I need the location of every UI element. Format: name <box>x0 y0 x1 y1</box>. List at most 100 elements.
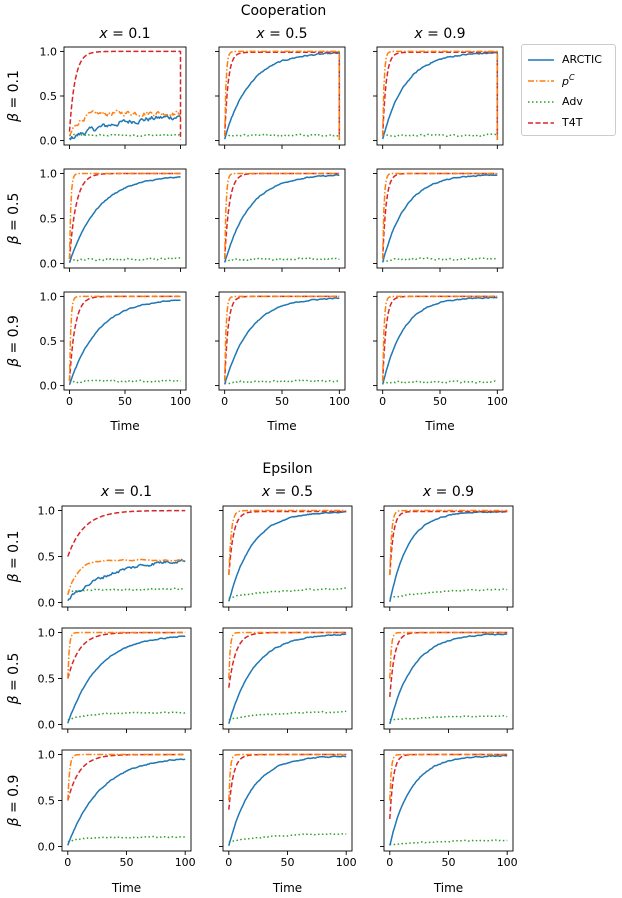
legend-line-adv <box>528 100 554 103</box>
series-line-adv <box>389 839 508 846</box>
series-line-arctic <box>389 633 508 725</box>
series-line-t4t <box>223 172 340 260</box>
panel-r1-c2 <box>215 46 346 149</box>
series-line-pc <box>68 109 181 137</box>
series-line-t4t <box>68 50 182 140</box>
x-tick-label: 100 <box>329 395 350 408</box>
series-line-adv <box>67 835 186 843</box>
axes-frame <box>376 291 504 391</box>
series-line-arctic <box>67 758 186 846</box>
series-line-t4t <box>223 51 341 140</box>
series-line-adv <box>228 832 347 844</box>
series-line-adv <box>228 710 347 721</box>
series-line-pc <box>68 295 181 382</box>
axes-frame <box>61 627 192 730</box>
legend-label-pc-sup: C <box>568 73 575 82</box>
series-line-arctic <box>68 115 181 141</box>
series-line-t4t <box>68 172 181 260</box>
figure-cooperation: Cooperation x = 0.1 x = 0.5 x = 0.9 β = 0.1 β… <box>6 3 508 433</box>
y-tick-label: 0.0 <box>38 596 56 609</box>
panel-r2-c3 <box>380 627 514 733</box>
panel-r3-c2: 0 50 100 Time <box>215 291 350 433</box>
x-axis-label: Time <box>272 881 302 895</box>
series-line-t4t <box>389 753 508 819</box>
x-tick-label: 0 <box>379 395 386 408</box>
series-line-t4t <box>67 753 186 801</box>
panel-r3-c3: 0 50 100 Time <box>380 749 518 895</box>
series-line-arctic <box>381 174 498 263</box>
series-line-pc <box>67 631 186 679</box>
panel-r2-c1: 0.0 0.5 1.0 <box>40 167 187 272</box>
y-tick-label: 0.5 <box>40 90 58 103</box>
x-tick-label: 100 <box>487 395 508 408</box>
series-line-adv <box>69 257 181 262</box>
series-line-adv <box>228 587 347 599</box>
y-tick-label: 1.0 <box>38 749 56 762</box>
row-label: β = 0.1 <box>6 531 22 584</box>
row-label: β = 0.5 <box>6 653 22 706</box>
axes-frame <box>61 505 192 608</box>
axes-frame <box>63 168 187 269</box>
panel-r3-c3: 0 50 100 Time <box>373 291 508 433</box>
axes-frame <box>63 291 187 391</box>
figure-epsilon: Epsilon x = 0.1 x = 0.5 x = 0.9 β = 0.1 β = 0… <box>6 461 518 895</box>
series-line-t4t <box>223 295 340 382</box>
series-line-arctic <box>381 51 499 140</box>
series-line-pc <box>389 509 508 575</box>
series-line-pc <box>228 631 347 679</box>
series-line-adv <box>67 711 186 721</box>
panel-r2-c1: 0.0 0.5 1.0 <box>38 627 192 733</box>
panel-r3-c1: 0.0 0.5 1.0 0 50 100 Time <box>40 290 192 433</box>
x-tick-label: 50 <box>118 395 132 408</box>
series-line-arctic <box>67 558 186 602</box>
x-tick-label: 50 <box>281 856 295 869</box>
y-tick-label: 0.0 <box>40 135 58 148</box>
series-line-pc <box>223 50 341 140</box>
series-line-pc <box>389 753 508 801</box>
series-line-pc <box>223 172 340 260</box>
series-line-pc <box>228 753 347 801</box>
series-line-arctic <box>228 510 347 602</box>
series-line-pc <box>228 509 347 575</box>
row-label: β = 0.9 <box>6 775 22 828</box>
axes-frame <box>383 749 514 852</box>
legend-label-arctic: ARCTIC <box>562 53 602 66</box>
series-line-pc <box>67 753 186 801</box>
series-line-adv <box>67 587 186 593</box>
series-line-t4t <box>381 51 499 140</box>
series-line-t4t <box>389 510 508 575</box>
series-line-t4t <box>389 631 508 697</box>
column-title: x = 0.1 <box>98 26 150 42</box>
y-tick-label: 1.0 <box>38 627 56 640</box>
x-tick-label: 50 <box>442 856 456 869</box>
series-line-pc <box>381 172 498 260</box>
series-line-arctic <box>228 633 347 724</box>
y-tick-label: 0.5 <box>40 213 58 226</box>
x-axis-label: Time <box>433 881 463 895</box>
x-axis-label: Time <box>109 419 139 433</box>
legend-label-pc-base: p <box>562 75 569 88</box>
y-tick-label: 0.5 <box>40 335 58 348</box>
x-tick-label: 0 <box>221 395 228 408</box>
y-tick-label: 1.0 <box>40 290 58 303</box>
x-tick-label: 100 <box>175 856 196 869</box>
x-tick-label: 100 <box>336 856 357 869</box>
series-line-adv <box>389 714 508 721</box>
series-line-pc <box>223 295 340 382</box>
column-title: x = 0.5 <box>255 26 307 42</box>
legend-item-pc: pC <box>528 70 609 91</box>
panel-r3-c2: 0 50 100 Time <box>219 749 357 895</box>
axes-frame <box>222 505 353 608</box>
row-label: β = 0.1 <box>6 70 22 123</box>
x-tick-label: 100 <box>170 395 191 408</box>
row-label: β = 0.9 <box>6 315 22 368</box>
x-tick-label: 0 <box>225 856 232 869</box>
legend-item-t4t: T4T <box>528 112 609 133</box>
x-tick-label: 50 <box>275 395 289 408</box>
axes-frame <box>376 46 504 146</box>
series-line-arctic <box>67 635 186 724</box>
series-line-adv <box>389 588 508 599</box>
series-line-t4t <box>67 631 186 679</box>
series-line-adv <box>69 379 181 384</box>
series-line-adv <box>224 379 340 385</box>
